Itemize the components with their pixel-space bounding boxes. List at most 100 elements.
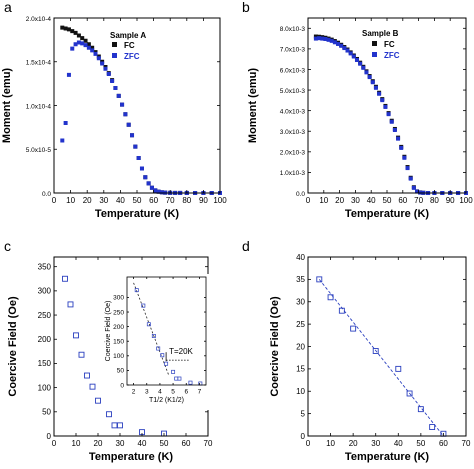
panel-c-x-tick-label: 0 <box>52 439 57 448</box>
panel-b-zfc-point <box>402 155 407 160</box>
panel-c-inset-x-tick-label: 2 <box>132 389 136 396</box>
panel-a-x-tick-label: 50 <box>133 196 142 205</box>
panel-d-x-tick-label: 70 <box>462 439 471 448</box>
panel-b-x-tick-label: 100 <box>459 196 473 205</box>
panel-b-zfc-point <box>389 119 394 124</box>
panel-d-y-tick-label: 35 <box>296 275 305 284</box>
panel-a-zfc-point <box>106 72 111 76</box>
panel-b-x-ticks: 0 10 20 30 40 50 60 70 80 90 100 <box>306 18 473 205</box>
panel-c-inset-data-point <box>177 376 182 381</box>
panel-b-zfc-point <box>354 58 359 62</box>
panel-d-data-point <box>406 390 413 397</box>
panel-a-zfc-point <box>110 79 115 83</box>
panel-a-zfc-point <box>149 185 154 190</box>
panel-a-x-tick-label: 0 <box>52 196 57 205</box>
panel-d-data-point <box>429 424 436 430</box>
panel-a-zfc-point <box>90 48 95 53</box>
panel-a-zfc-point <box>96 56 101 61</box>
panel-b-zfc-point <box>367 75 372 80</box>
panel-c-x-tick-label: 40 <box>138 439 147 448</box>
panel-b-y-tick-label: 3.0x10-3 <box>280 129 306 136</box>
panel-b-zfc-point <box>358 61 363 66</box>
panel-c-inset-x-tick-label: 7 <box>198 389 202 396</box>
panel-a-x-ticks: 0 10 20 30 40 50 60 70 80 90 100 <box>52 18 227 205</box>
panel-b-y-tick-label: 1.0x10-3 <box>280 170 306 177</box>
panel-c-inset-frame <box>126 276 207 386</box>
panel-b-zfc-point <box>323 37 328 41</box>
panel-d-x-tick-label: 10 <box>326 439 335 448</box>
panel-c-inset-data-point <box>171 369 176 374</box>
panel-b-zfc-point <box>361 65 366 70</box>
panel-b-zfc-point <box>339 43 344 48</box>
panel-c-x-tick-label: 20 <box>94 439 103 448</box>
panel-letter-a: a <box>4 0 12 15</box>
panel-a-fc-point <box>66 27 71 32</box>
panel-c-inset-fit-line <box>133 282 170 377</box>
panel-c-inset-y-tick-label: 250 <box>113 309 124 316</box>
panel-a-zfc-point <box>86 45 91 50</box>
panel-c-x-tick-label: 30 <box>116 439 125 448</box>
panel-b-x-axis-label: Temperature (K) <box>345 208 429 220</box>
panel-c-inset-data-point <box>141 303 146 308</box>
panel-d-data-point <box>316 276 323 283</box>
panel-b-zfc-point <box>411 185 416 190</box>
panel-c-x-tick-label: 10 <box>72 439 81 448</box>
panel-b-zfc-point <box>320 36 325 41</box>
panel-a-y-tick-label: 2.0x10-4 <box>26 16 52 23</box>
panel-b-legend-zfc-marker <box>372 52 377 57</box>
panel-d-x-tick-label: 60 <box>439 439 448 448</box>
panel-c-inset-x-tick-label: 5 <box>171 389 175 396</box>
panel-a-x-tick-label: 60 <box>149 196 158 205</box>
panel-a-zfc-point <box>60 138 65 143</box>
panel-d-data-point <box>350 325 357 332</box>
panel-b-legend-fc-marker <box>372 41 377 46</box>
panel-c-data-point <box>106 411 112 418</box>
panel-d-chart: 0 10 20 30 40 50 60 70 0 5 10 15 20 25 30 35 40 Tempera… <box>269 253 471 463</box>
panel-b-x-tick-label: 50 <box>383 196 392 205</box>
panel-letter-c: c <box>4 238 11 254</box>
panel-d-data-point <box>395 365 402 372</box>
panel-a-zfc-point <box>153 188 158 193</box>
panel-d-data-point <box>327 294 334 301</box>
panel-a-x-tick-label: 90 <box>199 196 208 205</box>
panel-b-legend: Sample B FC ZFC <box>362 29 400 60</box>
panel-c-data-point <box>84 372 90 379</box>
panel-c-inset-x-ticks: 2 3 4 5 6 7 <box>132 277 202 396</box>
panel-a-fc-point <box>70 29 75 34</box>
panel-c-inset-y-tick-label: 0 <box>120 382 124 389</box>
panel-d-marks <box>316 276 447 437</box>
panel-a-zfc-point <box>70 46 75 51</box>
panel-b-zfc-point <box>345 48 350 53</box>
panel-d-data-point <box>338 307 345 314</box>
panel-b-y-tick-label: 6.0x10-3 <box>280 67 306 74</box>
panel-a-zfc-point <box>116 93 121 98</box>
panel-d-x-tick-label: 50 <box>416 439 425 448</box>
panel-c-y-tick-label: 100 <box>38 383 52 392</box>
panel-a-fc-point <box>86 42 91 47</box>
panel-a-x-tick-label: 20 <box>83 196 92 205</box>
panel-c-data-point <box>67 301 74 308</box>
panel-d-y-ticks: 0 5 10 15 20 25 30 35 40 <box>296 253 466 441</box>
panel-d-y-axis-label: Coercive Field (Oe) <box>269 296 281 397</box>
panel-d-y-tick-label: 0 <box>301 432 306 441</box>
panel-b-zfc-point <box>383 104 388 109</box>
panel-c-inset-y-ticks: 0 50 100 150 200 250 300 <box>113 295 206 389</box>
panel-c-x-tick-label: 70 <box>204 439 213 448</box>
panel-c-data-point <box>62 275 68 282</box>
panel-a-zfc-point <box>80 41 85 46</box>
panel-b-y-tick-label: 4.0x10-3 <box>280 108 306 115</box>
panel-a-zfc-point <box>139 166 144 171</box>
panel-b-zfc-point <box>380 98 385 103</box>
panel-b-y-axis-label: Moment (emu) <box>247 68 259 144</box>
panel-c-inset-data-point <box>151 334 156 338</box>
panel-d-x-tick-label: 20 <box>349 439 358 448</box>
panel-a-y-tick-label: 5.0x10-5 <box>26 147 52 154</box>
panel-b-y-tick-label: 7.0x10-3 <box>280 47 306 54</box>
panel-a-fc-point <box>76 33 81 38</box>
panel-b-zfc-point <box>326 37 331 42</box>
panel-a-marks <box>60 25 222 195</box>
panel-letter-d: d <box>242 238 250 254</box>
panel-b-chart: 0 10 20 30 40 50 60 70 80 90 100 0.0 1.0x10-3 2.0x10… <box>247 17 473 220</box>
panel-c-inset-y-tick-label: 300 <box>113 295 124 302</box>
panel-a-zfc-point <box>73 42 78 47</box>
